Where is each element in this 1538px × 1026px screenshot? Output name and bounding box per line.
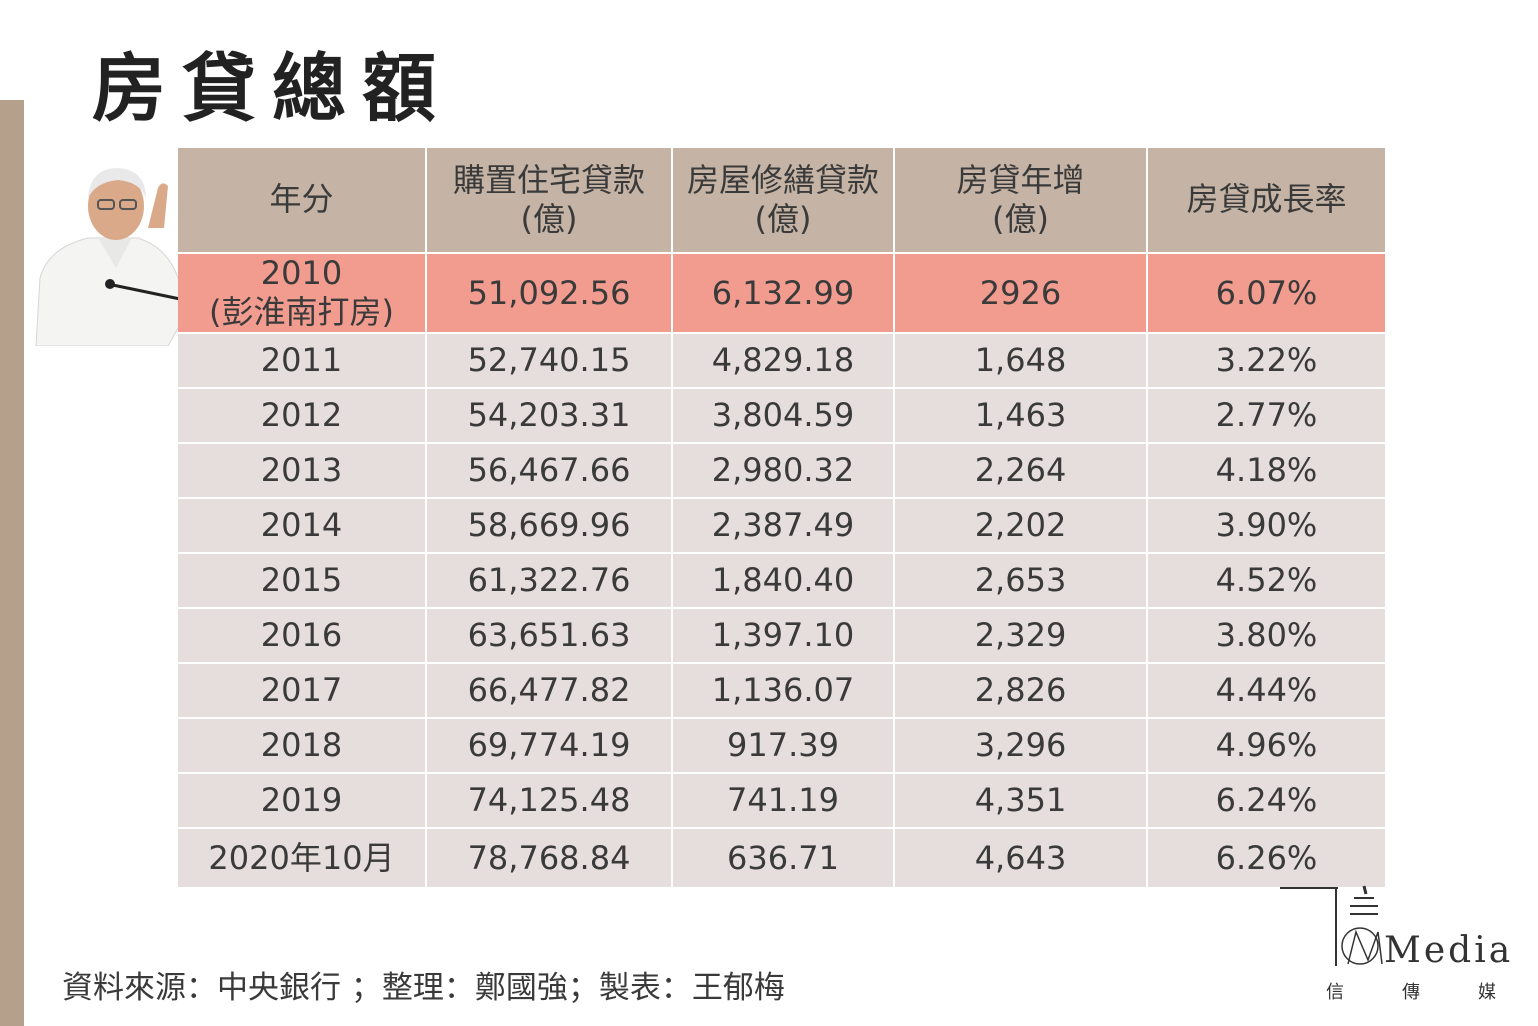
cell-increase: 2,653 (894, 553, 1148, 610)
cell-growth: 3.80% (1147, 608, 1385, 665)
cell-increase: 1,463 (894, 388, 1148, 445)
cell-purchase: 52,740.15 (426, 333, 673, 390)
cell-growth: 3.90% (1147, 498, 1385, 555)
cell-increase: 2,202 (894, 498, 1148, 555)
cell-purchase: 54,203.31 (426, 388, 673, 445)
cell-repair: 636.71 (672, 828, 895, 890)
logo-subtitle: 信 傳 媒 (1326, 982, 1496, 1003)
page-title: 房貸總額 (92, 46, 452, 132)
table-row-highlighted: 2010 (彭淮南打房) 51,092.56 6,132.99 2926 6.07… (178, 253, 1385, 335)
source-footer: 資料來源：中央銀行 ；整理：鄭國強；製表：王郁梅 (62, 970, 785, 1006)
cell-year: 2010 (彭淮南打房) (178, 253, 427, 335)
table-row: 2013 56,467.66 2,980.32 2,264 4.18% (178, 443, 1385, 500)
cell-growth: 6.07% (1147, 253, 1385, 335)
cell-purchase: 51,092.56 (426, 253, 673, 335)
cell-purchase: 56,467.66 (426, 443, 673, 500)
person-photo (35, 168, 207, 346)
cell-year: 2014 (178, 498, 427, 555)
cell-year: 2019 (178, 773, 427, 830)
cell-year: 2015 (178, 553, 427, 610)
header-repair-loan: 房屋修繕貸款 (億) (672, 148, 895, 254)
cell-increase: 3,296 (894, 718, 1148, 775)
logo-text: Media (1384, 930, 1514, 971)
table-row: 2014 58,669.96 2,387.49 2,202 3.90% (178, 498, 1385, 555)
cell-repair: 3,804.59 (672, 388, 895, 445)
cell-growth: 4.44% (1147, 663, 1385, 720)
table-row: 2019 74,125.48 741.19 4,351 6.24% (178, 773, 1385, 830)
cell-purchase: 78,768.84 (426, 828, 673, 890)
table-row: 2016 63,651.63 1,397.10 2,329 3.80% (178, 608, 1385, 665)
table-row: 2012 54,203.31 3,804.59 1,463 2.77% (178, 388, 1385, 445)
cell-growth: 4.96% (1147, 718, 1385, 775)
cell-year: 2016 (178, 608, 427, 665)
cell-purchase: 63,651.63 (426, 608, 673, 665)
cell-year: 2017 (178, 663, 427, 720)
header-purchase-loan: 購置住宅貸款 (億) (426, 148, 673, 254)
cell-growth: 6.26% (1147, 828, 1385, 890)
left-accent-bar (0, 100, 24, 1026)
cell-repair: 917.39 (672, 718, 895, 775)
cell-purchase: 66,477.82 (426, 663, 673, 720)
cell-increase: 2,264 (894, 443, 1148, 500)
table-row: 2015 61,322.76 1,840.40 2,653 4.52% (178, 553, 1385, 610)
cell-growth: 4.18% (1147, 443, 1385, 500)
table-row: 2011 52,740.15 4,829.18 1,648 3.22% (178, 333, 1385, 390)
table-header-row: 年分 購置住宅貸款 (億) 房屋修繕貸款 (億) 房貸年增 (億) 房貸成長率 (178, 148, 1385, 254)
cell-growth: 4.52% (1147, 553, 1385, 610)
cell-purchase: 74,125.48 (426, 773, 673, 830)
table-row: 2018 69,774.19 917.39 3,296 4.96% (178, 718, 1385, 775)
cell-purchase: 58,669.96 (426, 498, 673, 555)
table-row: 2020年10月 78,768.84 636.71 4,643 6.26% (178, 828, 1385, 890)
cell-growth: 3.22% (1147, 333, 1385, 390)
cell-repair: 1,840.40 (672, 553, 895, 610)
cell-year: 2020年10月 (178, 828, 427, 890)
cell-purchase: 69,774.19 (426, 718, 673, 775)
cell-year: 2012 (178, 388, 427, 445)
cell-increase: 4,643 (894, 828, 1148, 890)
cell-repair: 1,136.07 (672, 663, 895, 720)
cell-repair: 6,132.99 (672, 253, 895, 335)
cell-increase: 2,329 (894, 608, 1148, 665)
cell-growth: 2.77% (1147, 388, 1385, 445)
cell-purchase: 61,322.76 (426, 553, 673, 610)
mortgage-table: 年分 購置住宅貸款 (億) 房屋修繕貸款 (億) 房貸年增 (億) 房貸成長率 201… (178, 148, 1385, 890)
header-year: 年分 (178, 148, 427, 254)
cell-repair: 2,980.32 (672, 443, 895, 500)
cell-repair: 4,829.18 (672, 333, 895, 390)
media-logo-mark (1280, 885, 1383, 966)
cell-growth: 6.24% (1147, 773, 1385, 830)
cell-increase: 2,826 (894, 663, 1148, 720)
header-growth-rate: 房貸成長率 (1147, 148, 1385, 254)
cell-repair: 2,387.49 (672, 498, 895, 555)
cell-year: 2013 (178, 443, 427, 500)
cell-increase: 2926 (894, 253, 1148, 335)
cell-increase: 1,648 (894, 333, 1148, 390)
cell-increase: 4,351 (894, 773, 1148, 830)
cell-repair: 1,397.10 (672, 608, 895, 665)
cell-year: 2018 (178, 718, 427, 775)
header-annual-increase: 房貸年增 (億) (894, 148, 1148, 254)
cell-repair: 741.19 (672, 773, 895, 830)
table-row: 2017 66,477.82 1,136.07 2,826 4.44% (178, 663, 1385, 720)
cell-year: 2011 (178, 333, 427, 390)
